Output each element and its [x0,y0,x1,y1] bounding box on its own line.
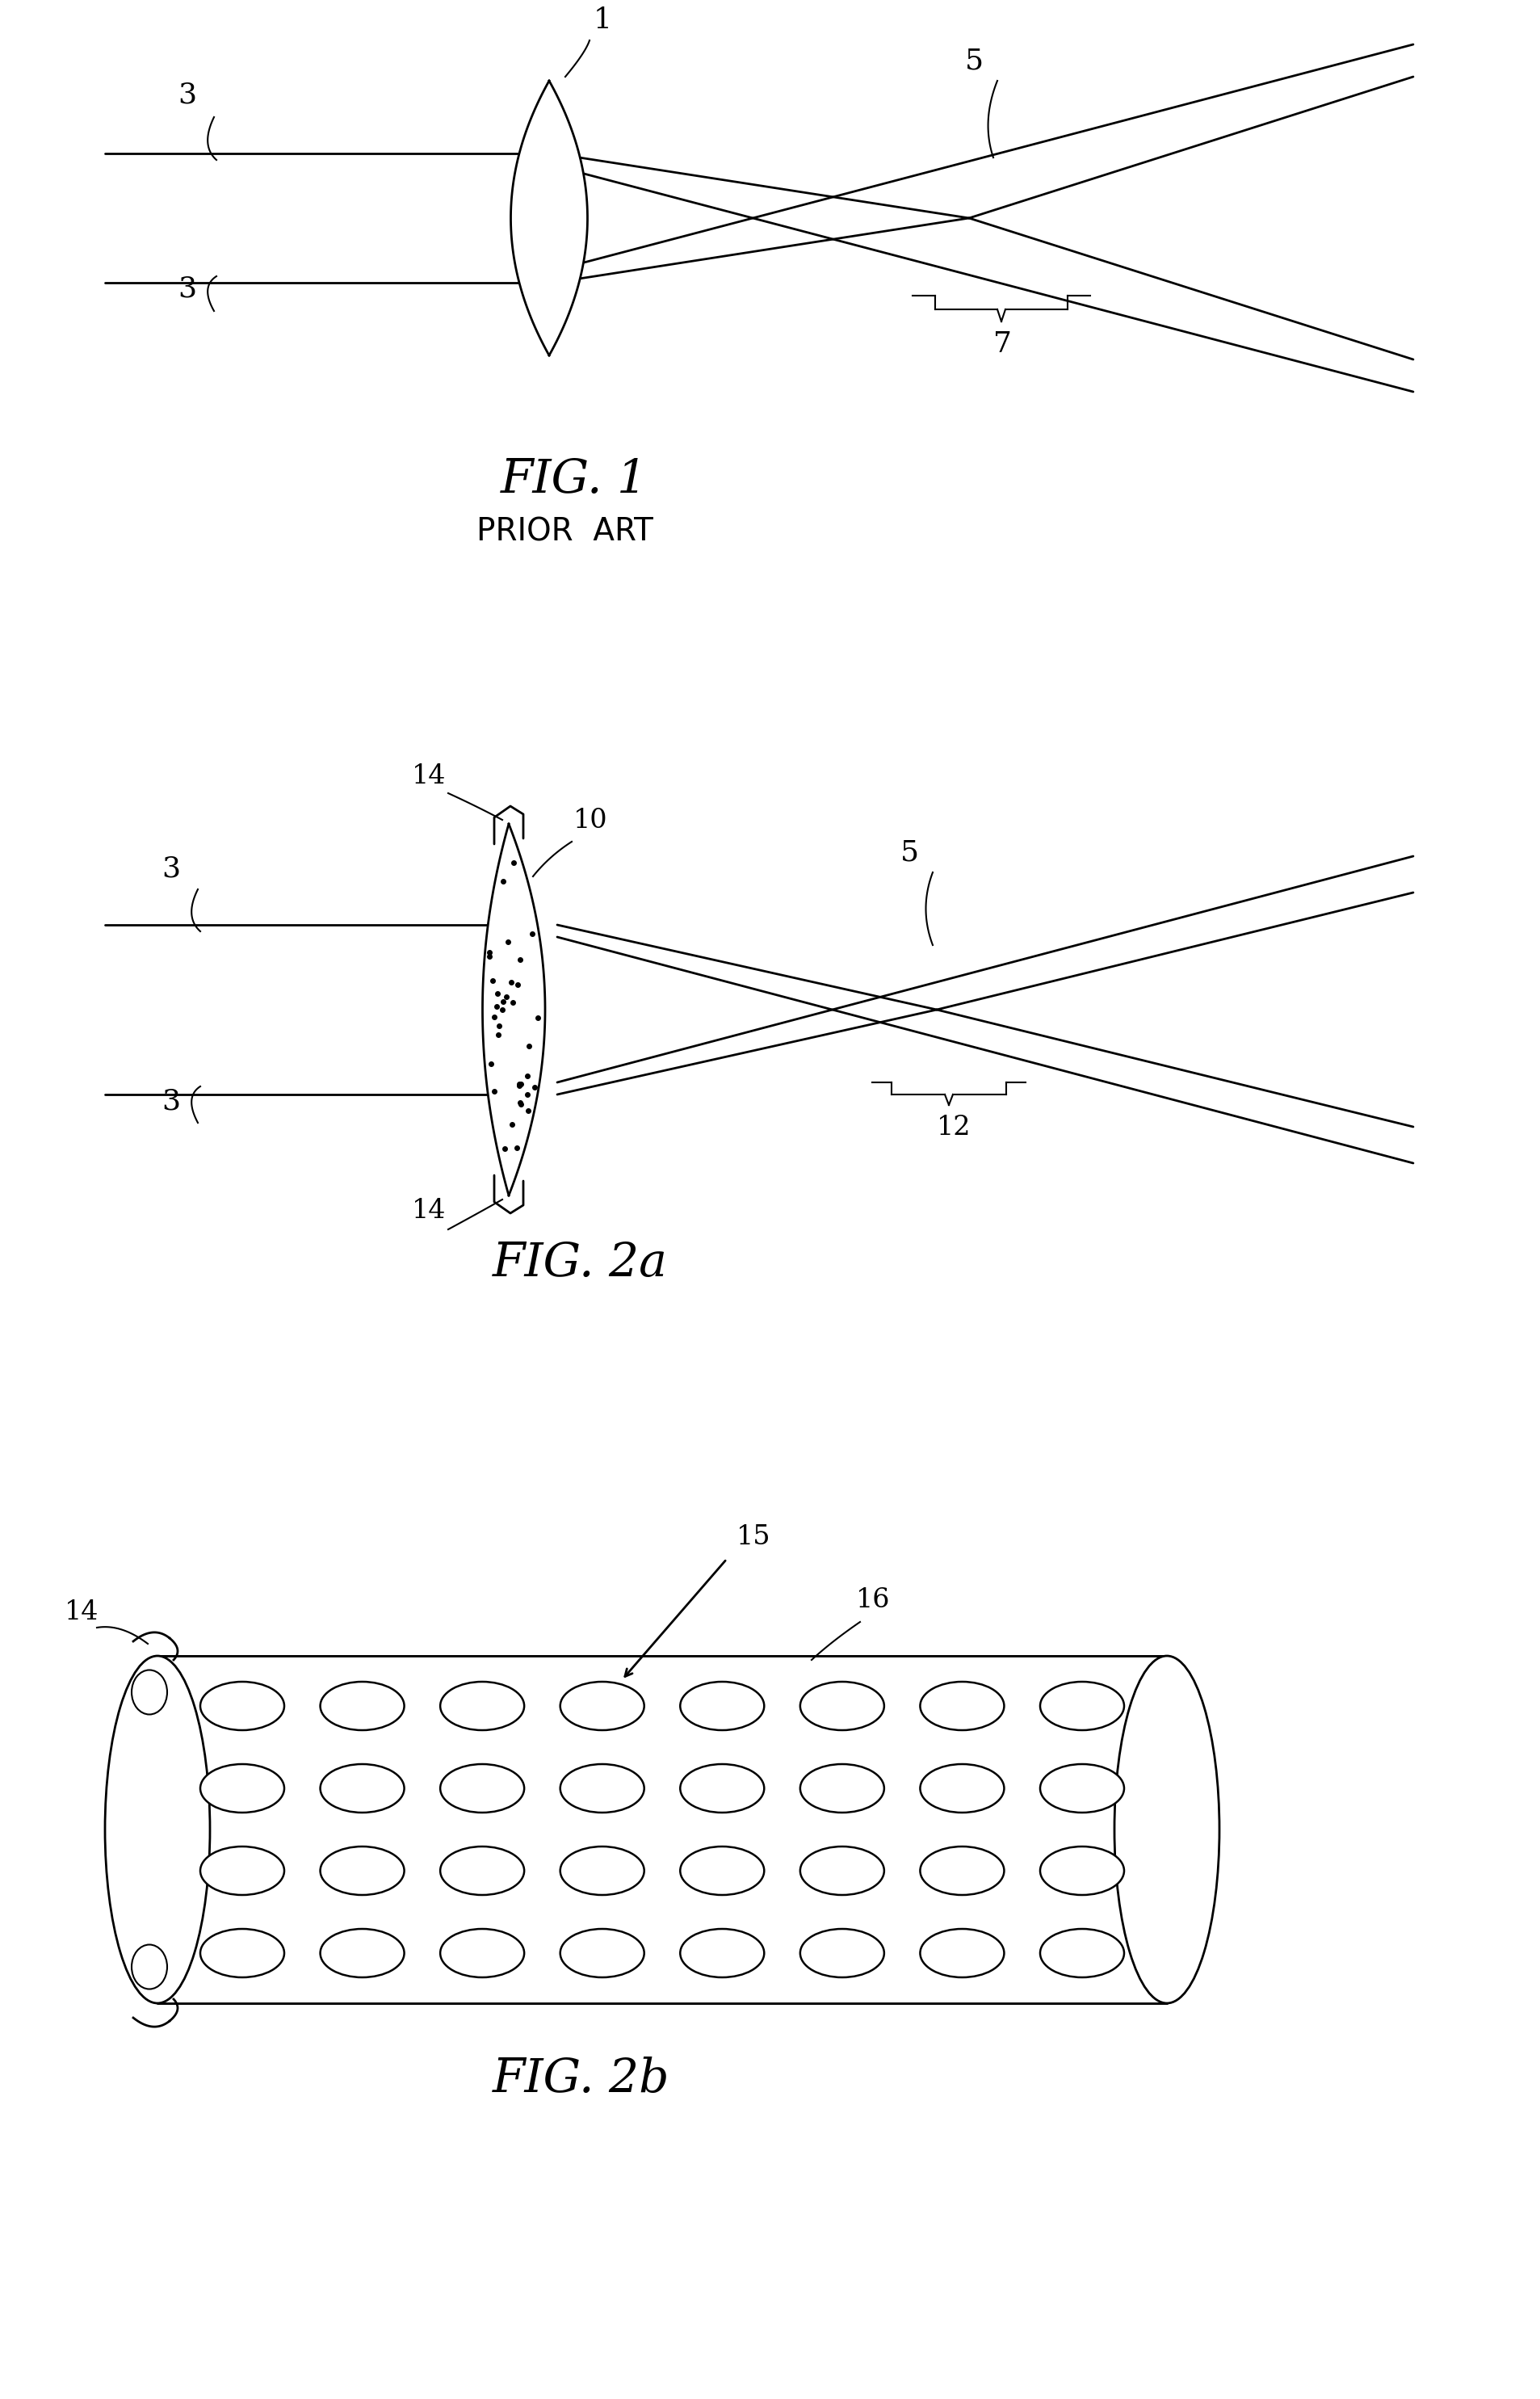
Ellipse shape [440,1847,524,1895]
Text: 3: 3 [162,1087,180,1116]
Text: 15: 15 [736,1523,770,1550]
Text: FIG. 2b: FIG. 2b [493,2056,670,2102]
Ellipse shape [561,1682,644,1730]
FancyBboxPatch shape [157,1655,1166,2003]
Polygon shape [511,82,587,355]
Text: 1: 1 [593,7,611,34]
Text: 14: 14 [411,1197,447,1223]
Ellipse shape [679,1929,764,1977]
Ellipse shape [440,1682,524,1730]
Text: 14: 14 [65,1600,99,1624]
Text: 5: 5 [899,837,919,866]
Ellipse shape [561,1763,644,1814]
Ellipse shape [679,1682,764,1730]
Ellipse shape [1040,1847,1124,1895]
Ellipse shape [919,1763,1004,1814]
Ellipse shape [320,1682,403,1730]
Text: PRIOR  ART: PRIOR ART [476,516,653,547]
Text: 10: 10 [573,808,607,832]
Ellipse shape [799,1929,884,1977]
Ellipse shape [919,1682,1004,1730]
Ellipse shape [440,1929,524,1977]
Ellipse shape [799,1847,884,1895]
Ellipse shape [131,1670,166,1715]
Text: 5: 5 [964,48,983,74]
Ellipse shape [105,1655,209,2003]
Ellipse shape [320,1929,403,1977]
Text: 3: 3 [177,82,196,108]
Ellipse shape [1040,1763,1124,1814]
Text: 16: 16 [856,1588,890,1612]
Text: 7: 7 [993,331,1012,357]
Ellipse shape [561,1929,644,1977]
Text: 12: 12 [936,1116,970,1140]
Ellipse shape [200,1682,283,1730]
Ellipse shape [1113,1655,1218,2003]
Text: FIG. 1: FIG. 1 [500,458,647,504]
Ellipse shape [1040,1682,1124,1730]
Ellipse shape [799,1763,884,1814]
Text: 3: 3 [162,854,180,883]
Ellipse shape [200,1847,283,1895]
Text: 14: 14 [411,763,447,789]
Ellipse shape [440,1763,524,1814]
Ellipse shape [679,1847,764,1895]
Text: FIG. 2a: FIG. 2a [493,1240,667,1286]
Ellipse shape [919,1847,1004,1895]
Ellipse shape [1040,1929,1124,1977]
Ellipse shape [200,1763,283,1814]
Ellipse shape [131,1946,166,1989]
Ellipse shape [679,1763,764,1814]
Polygon shape [482,823,545,1195]
Ellipse shape [919,1929,1004,1977]
Ellipse shape [320,1847,403,1895]
Ellipse shape [320,1763,403,1814]
Text: 3: 3 [177,276,196,302]
Ellipse shape [799,1682,884,1730]
Ellipse shape [200,1929,283,1977]
Ellipse shape [561,1847,644,1895]
